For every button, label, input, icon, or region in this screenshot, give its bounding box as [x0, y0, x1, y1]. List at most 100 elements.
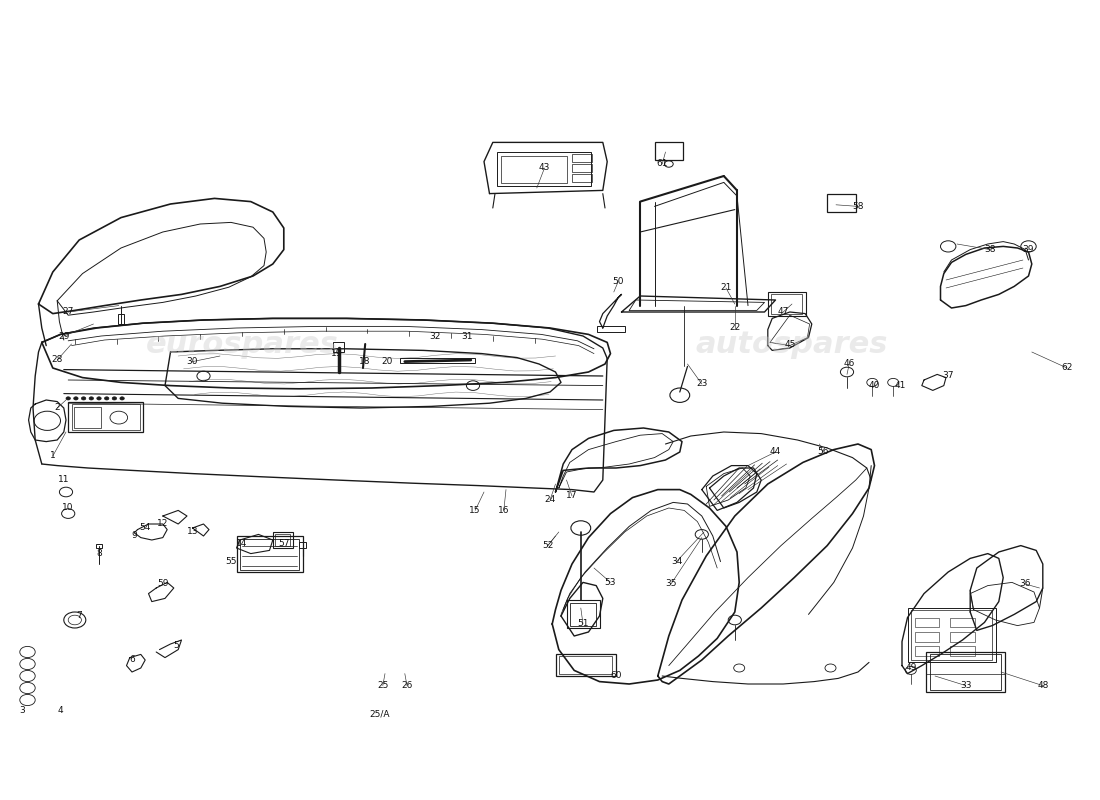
Text: 28: 28: [52, 355, 63, 365]
Bar: [915, 618, 939, 627]
Text: 53: 53: [605, 578, 616, 587]
Text: 29: 29: [58, 331, 69, 341]
Text: 6: 6: [129, 655, 135, 665]
Bar: [572, 174, 592, 182]
Bar: [911, 610, 992, 660]
Bar: [597, 326, 625, 332]
Bar: [273, 532, 293, 548]
Text: 33: 33: [960, 681, 971, 690]
Text: 19: 19: [331, 349, 342, 358]
Bar: [400, 358, 475, 363]
Circle shape: [104, 397, 109, 400]
Text: 50: 50: [613, 277, 624, 286]
Text: 40: 40: [869, 381, 880, 390]
Bar: [768, 292, 806, 316]
Text: 8: 8: [96, 549, 102, 558]
Bar: [556, 654, 616, 676]
Text: eurospares: eurospares: [145, 330, 339, 358]
Bar: [566, 600, 600, 628]
Text: 13: 13: [187, 526, 198, 536]
Bar: [74, 407, 101, 428]
Text: 16: 16: [498, 506, 509, 515]
Text: 11: 11: [58, 475, 69, 485]
Text: 24: 24: [544, 495, 556, 505]
Bar: [950, 646, 975, 656]
Bar: [572, 164, 592, 172]
Circle shape: [120, 397, 124, 400]
Bar: [240, 539, 299, 570]
Text: 59: 59: [157, 579, 168, 589]
Bar: [559, 656, 612, 674]
Text: 51: 51: [578, 619, 588, 629]
Bar: [236, 536, 302, 572]
Bar: [299, 542, 306, 548]
Text: 5: 5: [173, 641, 179, 650]
Text: 55: 55: [226, 557, 236, 566]
Text: 23: 23: [696, 379, 707, 389]
Bar: [96, 544, 102, 548]
Text: 30: 30: [187, 357, 198, 366]
Bar: [654, 142, 683, 160]
Bar: [926, 652, 1005, 692]
Text: 1: 1: [50, 451, 56, 461]
Text: 32: 32: [429, 331, 440, 341]
Bar: [908, 608, 996, 662]
Text: 15: 15: [470, 506, 481, 515]
Bar: [950, 618, 975, 627]
Text: 39: 39: [1023, 245, 1034, 254]
Bar: [570, 603, 596, 626]
Text: 34: 34: [671, 557, 682, 566]
Text: 21: 21: [720, 283, 732, 293]
Text: 44: 44: [770, 447, 781, 457]
Circle shape: [97, 397, 101, 400]
Bar: [950, 632, 975, 642]
Text: 37: 37: [943, 371, 954, 381]
Circle shape: [81, 397, 86, 400]
Bar: [68, 402, 143, 432]
Bar: [572, 154, 592, 162]
Text: 17: 17: [566, 491, 578, 501]
Text: 38: 38: [984, 245, 996, 254]
Circle shape: [112, 397, 117, 400]
Text: 48: 48: [1037, 681, 1048, 690]
Text: 18: 18: [360, 357, 371, 366]
Text: 10: 10: [63, 503, 74, 513]
Text: 22: 22: [729, 323, 740, 333]
Text: 35: 35: [666, 579, 676, 589]
Bar: [333, 342, 344, 352]
Text: 2: 2: [54, 403, 60, 413]
Bar: [915, 646, 939, 656]
Text: 60: 60: [610, 671, 621, 681]
Text: 4: 4: [57, 706, 64, 715]
Bar: [930, 654, 1001, 690]
Bar: [915, 632, 939, 642]
Text: 46: 46: [844, 359, 855, 369]
Text: 26: 26: [402, 681, 412, 690]
Bar: [72, 404, 140, 430]
Text: 9: 9: [131, 531, 138, 541]
Text: 27: 27: [63, 307, 74, 317]
Circle shape: [89, 397, 94, 400]
Circle shape: [74, 397, 78, 400]
Text: 41: 41: [894, 381, 905, 390]
Text: 14: 14: [236, 539, 248, 549]
Text: 7: 7: [76, 611, 82, 621]
Text: 49: 49: [905, 663, 916, 673]
Bar: [827, 194, 856, 212]
Bar: [771, 294, 802, 314]
Circle shape: [66, 397, 70, 400]
Text: 62: 62: [1062, 363, 1072, 373]
Text: autospares: autospares: [696, 330, 888, 358]
Text: 57: 57: [278, 539, 289, 549]
Text: 56: 56: [817, 447, 828, 457]
Text: 3: 3: [19, 706, 25, 715]
Bar: [118, 314, 124, 324]
Text: 12: 12: [157, 519, 168, 529]
Text: 31: 31: [462, 331, 473, 341]
Text: 25/A: 25/A: [370, 709, 389, 718]
Text: 36: 36: [1020, 579, 1031, 589]
Text: 45: 45: [784, 339, 795, 349]
Text: 58: 58: [852, 202, 864, 211]
Text: 54: 54: [140, 523, 151, 533]
Bar: [497, 152, 591, 186]
